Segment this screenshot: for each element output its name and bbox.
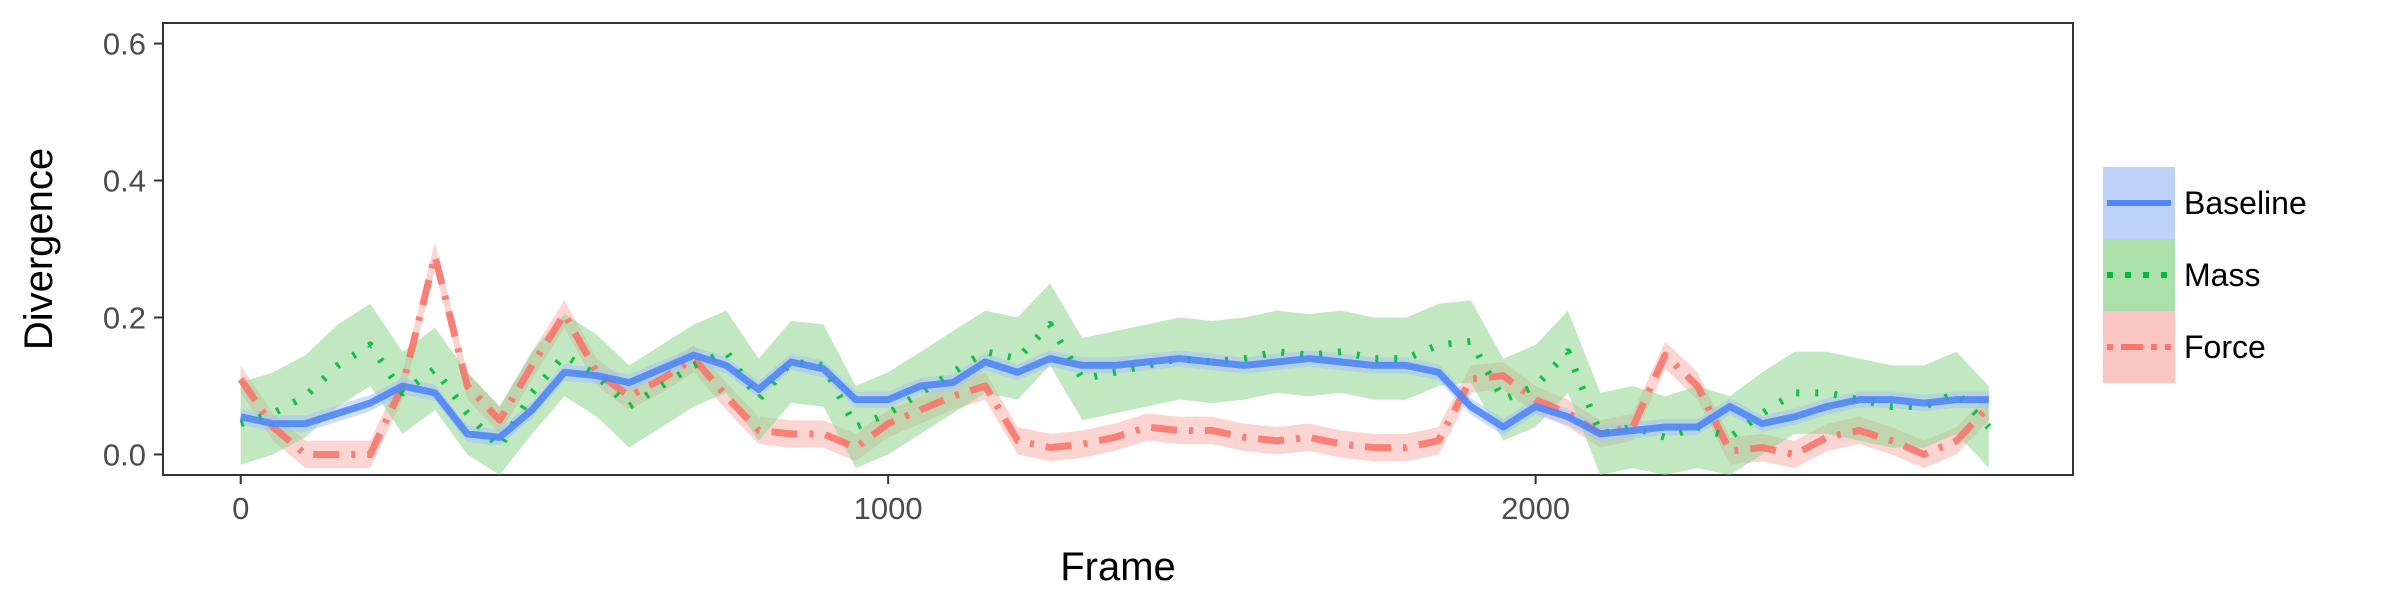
- force-legend-label: Force: [2184, 329, 2266, 365]
- y-tick-label: 0.6: [103, 27, 146, 62]
- mass-legend-label: Mass: [2184, 257, 2260, 293]
- mass-series-line: [239, 320, 1992, 452]
- y-axis-title: Divergence: [17, 148, 61, 350]
- y-axis: 0.0 0.2 0.4 0.6: [103, 27, 163, 472]
- baseline-legend-label: Baseline: [2184, 185, 2307, 221]
- legend: Baseline Mass Force: [2103, 167, 2307, 383]
- y-tick-label: 0.4: [103, 164, 146, 199]
- y-tick-label: 0.0: [103, 437, 146, 472]
- x-axis-title: Frame: [1060, 545, 1176, 589]
- series-lines: [237, 252, 1992, 458]
- x-axis: 0 1000 2000: [232, 475, 1570, 526]
- y-tick-label: 0.2: [103, 300, 146, 335]
- x-tick-label: 0: [232, 491, 249, 526]
- force-series-line: [237, 252, 1992, 458]
- baseline-series-line: [239, 351, 1989, 441]
- mass-confidence-band: [240, 283, 1989, 475]
- x-tick-label: 1000: [854, 491, 923, 526]
- x-tick-label: 2000: [1501, 491, 1570, 526]
